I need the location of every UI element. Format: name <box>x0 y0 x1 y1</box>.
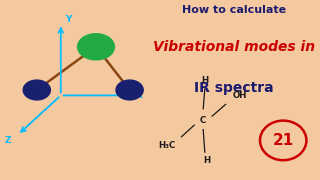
Text: How to calculate: How to calculate <box>181 5 286 15</box>
Text: OH: OH <box>233 91 247 100</box>
Ellipse shape <box>23 80 51 100</box>
Text: Y: Y <box>66 15 72 24</box>
Text: Z: Z <box>5 136 11 145</box>
Text: Vibrational modes in: Vibrational modes in <box>153 40 315 54</box>
Text: 21: 21 <box>273 133 294 148</box>
Text: C: C <box>200 116 206 125</box>
Text: H: H <box>201 76 208 86</box>
Ellipse shape <box>116 80 143 100</box>
Text: H: H <box>203 156 210 165</box>
Text: X: X <box>136 91 143 100</box>
Text: H₃C: H₃C <box>158 141 175 150</box>
Text: IR spectra: IR spectra <box>194 81 273 95</box>
Ellipse shape <box>77 34 115 60</box>
